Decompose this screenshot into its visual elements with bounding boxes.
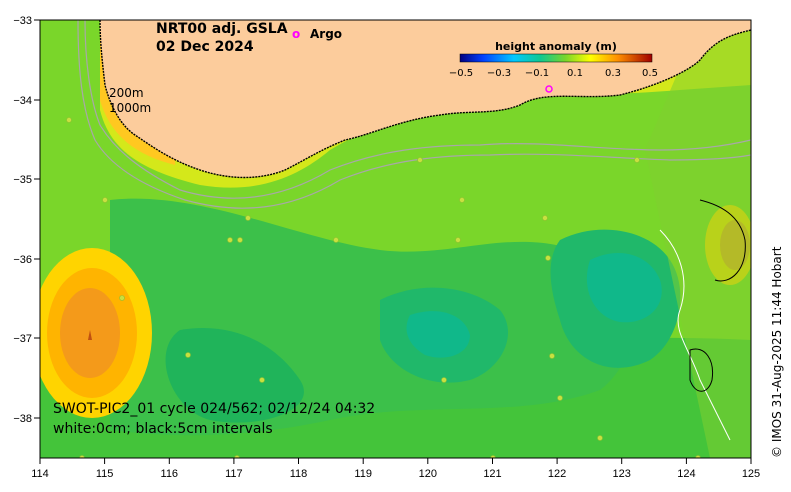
obs-dot: [542, 215, 548, 221]
y-tick-label: −38: [13, 413, 32, 425]
x-tick-label: 124: [677, 468, 695, 480]
obs-dot: [634, 157, 640, 163]
colorbar-tick: 0.3: [605, 68, 621, 79]
obs-dot: [455, 237, 461, 243]
y-tick-label: −35: [13, 174, 32, 186]
y-tick-label: −37: [13, 333, 32, 345]
obs-dot: [545, 255, 551, 261]
depth-label-1000m: 1000m: [109, 101, 151, 115]
obs-dot: [695, 455, 701, 458]
five-cm-contour-1: [699, 199, 746, 282]
colorbar-tick: 0.1: [567, 68, 583, 79]
x-tick-label: 114: [31, 468, 49, 480]
x-tick-label: 120: [419, 468, 437, 480]
x-tick-label: 116: [161, 468, 179, 480]
argo-float: [545, 85, 553, 93]
y-tick-label: −34: [13, 95, 32, 107]
obs-dot: [459, 197, 465, 203]
colorbar-gradient: [459, 53, 653, 63]
x-tick-label: 122: [548, 468, 566, 480]
five-cm-contour-2: [689, 348, 714, 392]
x-tick-label: 123: [613, 468, 631, 480]
coastline: [99, 20, 751, 179]
map-title: NRT00 adj. GSLA: [156, 21, 288, 37]
green-patch-1: [165, 328, 304, 423]
zero-contour: [659, 229, 731, 441]
x-axis: 114 115 116 117 118 119 120 121 122 123 …: [31, 458, 760, 480]
obs-dot: [185, 352, 191, 358]
obs-dot: [549, 353, 555, 359]
obs-dot: [597, 435, 603, 441]
contour-caption: white:0cm; black:5cm intervals: [53, 421, 273, 437]
x-tick-label: 117: [225, 468, 243, 480]
argo-legend-label: Argo: [310, 27, 342, 41]
x-tick-label: 121: [483, 468, 501, 480]
x-tick-label: 118: [290, 468, 308, 480]
obs-dot: [234, 455, 240, 458]
low-region-east-core: [586, 252, 662, 323]
obs-dot: [227, 237, 233, 243]
obs-dot: [245, 215, 251, 221]
map-date: 02 Dec 2024: [156, 39, 254, 55]
y-tick-label: −33: [13, 15, 32, 27]
obs-dot: [66, 117, 72, 123]
observation-dots: [66, 117, 701, 458]
obs-dot: [119, 295, 125, 301]
obs-dot: [333, 237, 339, 243]
low-region-core: [406, 311, 470, 358]
argo-legend-icon: o: [292, 27, 300, 41]
plot-frame: [39, 19, 752, 459]
colorbar: height anomaly (m) −0.5 −0.3 −0.1 0.1 0.…: [449, 40, 658, 79]
depth-contour-200m: [84, 20, 751, 199]
x-tick-label: 125: [742, 468, 760, 480]
colorbar-title: height anomaly (m): [495, 40, 617, 53]
obs-dot: [79, 455, 85, 458]
depth-label-200m: 200m: [109, 86, 144, 100]
x-tick-label: 115: [96, 468, 114, 480]
obs-dot: [259, 377, 265, 383]
swot-swath: [645, 20, 751, 458]
y-tick-label: −36: [13, 254, 32, 266]
eddy-center-marker: [88, 330, 92, 340]
obs-dot: [557, 395, 563, 401]
colorbar-tick: −0.1: [525, 68, 549, 79]
swot-caption: SWOT-PIC2_01 cycle 024/562; 02/12/24 04:…: [53, 401, 375, 417]
obs-dot: [417, 157, 423, 163]
obs-dot: [490, 455, 496, 458]
colorbar-tick: −0.3: [487, 68, 511, 79]
colorbar-tick: 0.5: [642, 68, 658, 79]
colorbar-tick: −0.5: [449, 68, 473, 79]
y-axis: −33 −34 −35 −36 −37 −38: [13, 15, 40, 425]
obs-dot: [102, 197, 108, 203]
obs-dot: [237, 237, 243, 243]
obs-dot: [441, 377, 447, 383]
depth-contour-1000m: [77, 20, 751, 209]
imos-credit: © IMOS 31-Aug-2025 11:44 Hobart: [770, 246, 784, 458]
x-tick-label: 119: [354, 468, 372, 480]
